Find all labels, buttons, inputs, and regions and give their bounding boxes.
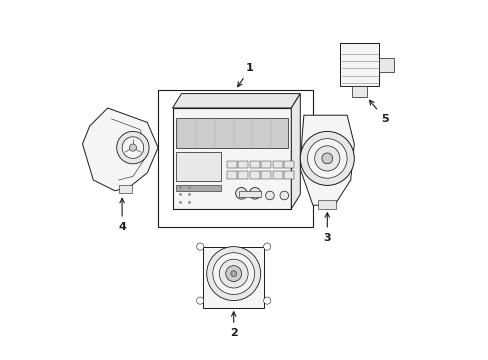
Polygon shape [300, 115, 354, 205]
Bar [238, 171, 248, 179]
Circle shape [219, 259, 247, 288]
Text: 4: 4 [118, 198, 126, 232]
Circle shape [212, 253, 254, 294]
Bar [272, 161, 282, 168]
Circle shape [280, 191, 288, 200]
Bar [239, 191, 260, 197]
Bar [119, 185, 132, 193]
Bar [249, 161, 259, 168]
Circle shape [122, 137, 143, 158]
Bar [284, 171, 294, 179]
Circle shape [300, 131, 354, 185]
Bar [158, 90, 312, 227]
Circle shape [321, 153, 332, 164]
Bar [261, 171, 271, 179]
Bar [318, 200, 336, 209]
Circle shape [235, 188, 246, 199]
Polygon shape [82, 108, 158, 191]
Bar [226, 171, 236, 179]
Circle shape [307, 139, 346, 178]
Bar [226, 161, 236, 168]
Circle shape [196, 243, 203, 250]
Text: 2: 2 [229, 312, 237, 338]
Bar [176, 152, 221, 181]
Bar [352, 86, 366, 97]
Circle shape [314, 146, 339, 171]
Circle shape [196, 297, 203, 304]
Bar [249, 171, 259, 179]
Bar [272, 171, 282, 179]
Circle shape [129, 144, 136, 151]
Circle shape [117, 131, 149, 164]
Polygon shape [172, 94, 300, 108]
Circle shape [206, 247, 260, 301]
Circle shape [225, 266, 241, 282]
Bar [284, 161, 294, 168]
Bar [172, 108, 291, 209]
Bar [176, 118, 287, 148]
Polygon shape [291, 94, 300, 209]
Text: 1: 1 [237, 63, 253, 87]
Text: 3: 3 [323, 213, 330, 243]
Circle shape [249, 188, 260, 199]
Text: 5: 5 [369, 100, 388, 124]
Circle shape [263, 297, 270, 304]
Circle shape [265, 191, 274, 200]
Circle shape [263, 243, 270, 250]
Circle shape [230, 271, 236, 276]
Bar [238, 161, 248, 168]
Bar [176, 185, 221, 191]
Bar [261, 161, 271, 168]
Bar [203, 247, 264, 308]
Bar [379, 58, 393, 72]
Bar [339, 43, 379, 86]
